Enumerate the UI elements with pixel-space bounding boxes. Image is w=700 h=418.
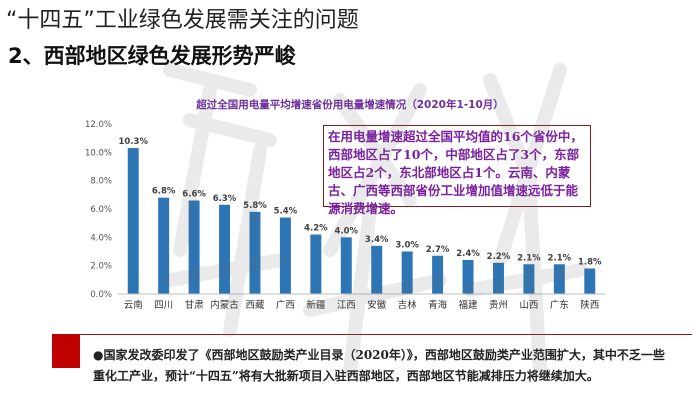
bar-value-label: 6.6% xyxy=(182,190,206,200)
x-tick-label: 广东 xyxy=(550,299,569,311)
x-tick-label: 福建 xyxy=(459,299,479,311)
bar-value-label: 4.2% xyxy=(304,224,328,234)
bar-value-label: 6.8% xyxy=(152,187,176,197)
bar xyxy=(249,211,261,294)
y-tick-label: 4.0% xyxy=(90,233,112,243)
bar-series xyxy=(127,148,596,294)
bar-value-label: 5.4% xyxy=(274,207,298,217)
bar xyxy=(279,217,291,294)
bar-value-label: 2.1% xyxy=(517,253,541,263)
bar xyxy=(401,251,413,294)
bar-value-label: 5.8% xyxy=(243,201,267,211)
y-tick-label: 6.0% xyxy=(90,205,112,215)
callout-text: 在用电量增速超过全国平均值的16个省份中，西部地区占了10个，中部地区占了3个，… xyxy=(328,129,583,216)
bar-value-label: 2.1% xyxy=(548,253,572,263)
bar xyxy=(340,237,352,294)
bar xyxy=(158,197,170,294)
x-tick-label: 甘肃 xyxy=(185,299,204,311)
bar-value-label: 4.0% xyxy=(334,226,358,236)
y-tick-label: 10.0% xyxy=(85,148,112,158)
y-axis: 0.0% 2.0% 4.0% 6.0% 8.0% 10.0% 12.0% xyxy=(85,120,112,300)
divider-line xyxy=(52,334,692,335)
bar xyxy=(310,234,322,294)
x-tick-label: 西藏 xyxy=(245,299,265,311)
bar xyxy=(523,264,535,294)
bar xyxy=(371,245,383,294)
callout-box: 在用电量增速超过全国平均值的16个省份中，西部地区占了10个，中部地区占了3个，… xyxy=(323,125,591,216)
x-tick-label: 四川 xyxy=(154,300,173,311)
bar-value-label: 2.7% xyxy=(426,245,450,255)
bar xyxy=(432,255,444,294)
bar-chart: 0.0% 2.0% 4.0% 6.0% 8.0% 10.0% 12.0% 10.3% 6.8%… xyxy=(85,120,605,311)
bar xyxy=(492,262,504,294)
x-tick-label: 内蒙古 xyxy=(210,299,239,311)
x-tick-label: 江西 xyxy=(337,300,356,311)
y-tick-label: 0.0% xyxy=(90,290,112,300)
bar-value-label: 2.4% xyxy=(456,249,480,259)
value-label-group: 10.3% 6.8% 6.6% 6.3% 5.8% 5.4% 4.2% 4.0% 3.4% 3.0… xyxy=(118,137,602,267)
bar xyxy=(584,268,596,294)
bar-value-label: 3.4% xyxy=(365,235,389,245)
x-tick-label: 安徽 xyxy=(367,299,387,311)
y-tick-label: 8.0% xyxy=(90,177,112,187)
bar-value-label: 2.2% xyxy=(487,252,511,262)
section-heading: 2、西部地区绿色发展形势严峻 xyxy=(8,44,296,68)
x-tick-label: 广西 xyxy=(276,299,295,311)
bar-value-label: 3.0% xyxy=(395,241,419,251)
bar xyxy=(553,264,565,294)
x-tick-label: 新疆 xyxy=(306,299,326,311)
slide-title: “十四五”工业绿色发展需关注的问题 xyxy=(6,8,359,33)
x-tick-label: 山西 xyxy=(519,300,538,311)
x-tick-label: 贵州 xyxy=(489,299,508,311)
accent-block xyxy=(52,334,80,368)
bar-value-label: 10.3% xyxy=(118,137,148,147)
bar xyxy=(462,260,474,294)
bar xyxy=(219,204,231,294)
bottom-note: ●国家发改委印发了《西部地区鼓励类产业目录（2020年）》，西部地区鼓励类产业范… xyxy=(93,348,665,383)
y-tick-label: 2.0% xyxy=(90,262,112,272)
bar xyxy=(188,200,200,294)
x-tick-label: 吉林 xyxy=(398,299,418,311)
x-axis: 云南 四川 甘肃 内蒙古 西藏 广西 新疆 江西 安徽 吉林 青海 福建 贵州 山西 广东 陕西 xyxy=(118,293,605,311)
y-tick-label: 12.0% xyxy=(85,120,112,130)
x-tick-label: 青海 xyxy=(428,299,448,311)
chart-title: 超过全国用电量平均增速省份用电量增速情况（2020年1-10月） xyxy=(196,99,504,111)
bar-value-label: 6.3% xyxy=(213,194,237,204)
x-tick-label: 云南 xyxy=(124,299,143,311)
bar xyxy=(127,148,139,294)
bar-value-label: 1.8% xyxy=(578,258,602,268)
x-tick-label: 陕西 xyxy=(580,299,599,311)
